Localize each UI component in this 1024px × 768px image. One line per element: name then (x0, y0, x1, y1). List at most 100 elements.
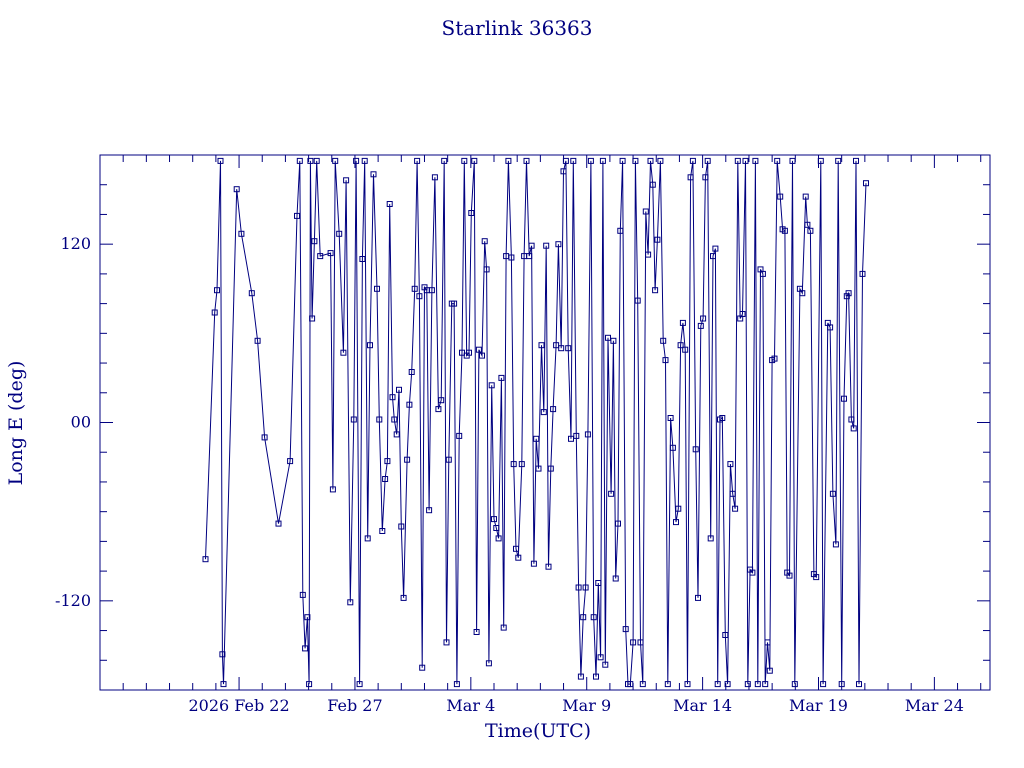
data-marker (679, 319, 686, 326)
data-marker (687, 174, 694, 181)
data-marker (682, 346, 689, 353)
data-marker (299, 591, 306, 598)
data-marker (727, 461, 734, 468)
data-marker (483, 266, 490, 273)
data-marker (217, 157, 224, 164)
data-marker (732, 505, 739, 512)
data-marker (560, 168, 567, 175)
data-marker (510, 461, 517, 468)
data-marker (642, 208, 649, 215)
data-marker (350, 416, 357, 423)
data-marker (543, 242, 550, 249)
data-marker (445, 456, 452, 463)
data-marker (317, 253, 324, 260)
data-marker (386, 201, 393, 207)
data-marker (488, 382, 495, 389)
data-marker (742, 157, 749, 164)
data-marker (595, 580, 602, 586)
data-marker (707, 535, 714, 542)
data-marker (786, 572, 793, 579)
data-marker (859, 270, 866, 277)
data-marker (781, 227, 788, 234)
data-marker (311, 238, 318, 245)
data-marker (673, 519, 679, 526)
data-marker (573, 432, 580, 439)
data-marker (275, 520, 282, 527)
data-marker (466, 349, 472, 356)
data-marker (211, 309, 218, 316)
data-marker (431, 174, 438, 181)
data-marker (759, 270, 766, 277)
data-marker (766, 667, 773, 674)
data-marker (789, 157, 796, 164)
data-marker (528, 242, 535, 249)
data-marker (309, 315, 316, 322)
data-marker (408, 369, 415, 375)
data-marker (382, 476, 389, 482)
data-marker (202, 556, 209, 563)
data-marker (667, 415, 674, 421)
data-marker (491, 516, 497, 523)
data-marker (526, 253, 533, 260)
data-marker (523, 157, 530, 164)
data-marker (719, 415, 726, 421)
data-marker (518, 461, 525, 468)
data-marker (704, 157, 711, 164)
data-marker (722, 632, 729, 638)
data-marker (343, 177, 350, 184)
data-marker (856, 681, 862, 688)
data-marker (662, 357, 669, 364)
data-marker (376, 416, 383, 423)
data-marker (695, 594, 701, 601)
data-marker (248, 290, 255, 297)
data-marker (414, 157, 421, 164)
data-marker (453, 681, 460, 688)
data-marker (533, 435, 540, 442)
data-marker (838, 681, 845, 688)
data-marker (400, 594, 407, 601)
y-tick-label: 00 (71, 413, 91, 432)
data-marker (590, 614, 597, 621)
data-marker (505, 157, 512, 164)
data-marker (710, 253, 716, 260)
data-marker (555, 241, 562, 248)
data-marker (451, 300, 458, 307)
chart-title: Starlink 36363 (441, 16, 593, 40)
data-marker (714, 681, 721, 688)
data-marker (863, 180, 869, 187)
data-line (205, 160, 867, 685)
data-marker (754, 681, 761, 688)
data-marker (393, 431, 400, 438)
data-marker (587, 157, 594, 164)
data-marker (817, 157, 824, 164)
data-marker (744, 681, 751, 688)
data-marker (677, 342, 684, 349)
data-marker (468, 210, 475, 216)
data-marker (347, 599, 354, 606)
data-marker (649, 181, 656, 188)
y-axis-title: Long E (deg) (5, 360, 27, 486)
data-marker (302, 645, 309, 652)
data-marker (752, 157, 759, 164)
data-marker (632, 157, 639, 164)
data-marker (441, 157, 448, 164)
data-marker (461, 157, 468, 164)
data-marker (584, 431, 591, 438)
data-marker (660, 337, 667, 344)
data-marker (777, 193, 784, 200)
x-tick-label: Mar 9 (562, 696, 611, 715)
x-tick-label: Mar 14 (673, 696, 732, 715)
data-marker (802, 193, 809, 200)
data-marker (219, 651, 226, 658)
data-marker (791, 681, 798, 688)
data-marker (547, 465, 554, 472)
data-marker (515, 554, 522, 561)
data-marker (669, 444, 676, 451)
axis-tick-labels: 2026 Feb 22 Feb 27 Mar 4 Mar 9 Mar 14 Mar 19 M… (55, 234, 964, 715)
data-marker (654, 236, 661, 243)
data-marker (384, 458, 391, 465)
data-marker (820, 681, 827, 688)
data-marker (684, 681, 691, 688)
y-tick-label: -120 (55, 591, 91, 610)
